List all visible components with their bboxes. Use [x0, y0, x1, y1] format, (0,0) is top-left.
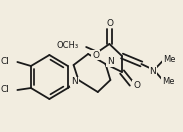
Text: N: N [150, 67, 156, 76]
Text: OCH₃: OCH₃ [56, 41, 79, 51]
Text: O: O [92, 51, 99, 60]
Text: N: N [71, 77, 78, 86]
Text: Cl: Cl [1, 86, 10, 95]
Text: O: O [107, 18, 114, 27]
Text: Me: Me [163, 55, 176, 63]
Text: Cl: Cl [1, 58, 10, 67]
Text: Me: Me [162, 77, 175, 86]
Text: O: O [133, 81, 140, 89]
Text: N: N [107, 58, 114, 67]
